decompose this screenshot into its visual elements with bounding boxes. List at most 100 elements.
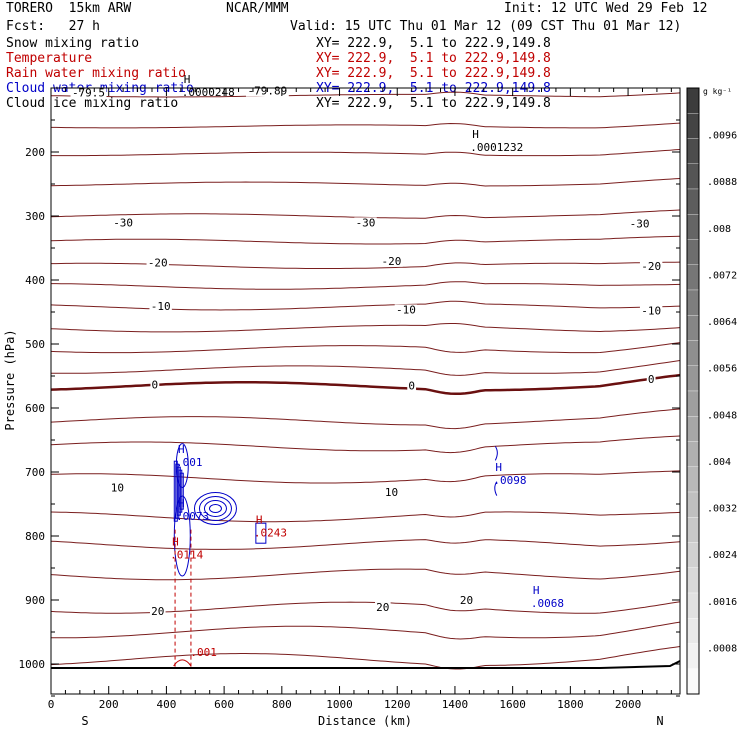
- y-tick-label: 400: [25, 274, 45, 287]
- maximum-marker: H: [495, 461, 502, 474]
- field-cloud-ice: Cloud ice mixing ratio: [6, 96, 179, 111]
- isotherm-17: [50, 539, 681, 550]
- xy-cloud-ice: XY= 222.9, 5.1 to 222.9,149.8: [316, 96, 551, 111]
- isotherm-15: [50, 470, 681, 484]
- cloud-water-upper-contour: [175, 443, 189, 489]
- isotherm-18: [50, 568, 681, 581]
- x-tick-label: 200: [99, 698, 119, 711]
- colorbar-segment: [686, 113, 700, 139]
- maximum-marker: H: [184, 73, 191, 86]
- colorbar-segment: [686, 466, 700, 493]
- x-tick-label: 1000: [326, 698, 353, 711]
- plot-frame: [50, 87, 681, 695]
- init-time: Init: 12 UTC Wed 29 Feb 12: [504, 1, 708, 16]
- temperature-label: 20: [151, 605, 164, 618]
- isotherm-2: [51, 149, 681, 157]
- isotherm-11: [51, 360, 681, 376]
- model-title: TORERO 15km ARW: [6, 1, 132, 16]
- x-tick-label: 1400: [442, 698, 469, 711]
- x-tick-label: 1200: [384, 698, 411, 711]
- isotherm-20: [51, 621, 681, 640]
- maximum-value: .001: [176, 456, 203, 469]
- colorbar-segment: [686, 542, 700, 568]
- temperature-label: -20: [382, 255, 402, 268]
- temp-label-bg: [394, 304, 418, 316]
- temperature-label: -10: [396, 303, 416, 316]
- rain-base-arc: [173, 659, 192, 667]
- temp-label-bg: [383, 486, 400, 498]
- maximum-value: .0001232: [470, 141, 523, 154]
- colorbar-segment: [686, 390, 700, 417]
- colorbar-segment: [686, 163, 700, 190]
- cloud-water-ring-0: [208, 503, 222, 513]
- cloud-water-column-contour: [173, 495, 191, 577]
- colorbar-label: .0016: [707, 597, 737, 608]
- maximum-value: .0073: [176, 510, 209, 523]
- cloud-water-ring-1: [203, 499, 227, 517]
- cloud-water-ring-3: [193, 491, 237, 525]
- colorbar-segment: [686, 87, 700, 114]
- temp-label-bg: [639, 305, 663, 317]
- y-tick-label: 800: [25, 530, 45, 543]
- field-rain: Rain water mixing ratio: [6, 66, 187, 81]
- isotherm-6: [51, 261, 681, 269]
- colorbar-segment: [686, 340, 700, 366]
- cloud-water-core-3: [178, 469, 183, 513]
- colorbar-segment: [686, 416, 700, 442]
- temperature-label: 0: [408, 380, 415, 393]
- isotherm-9: [50, 323, 681, 333]
- temp-label-bg: [150, 379, 160, 391]
- colorbar-label: .0048: [707, 410, 737, 421]
- colorbar-segment: [686, 138, 700, 164]
- y-tick-label: 200: [25, 146, 45, 159]
- isotherm-13: [50, 408, 681, 430]
- colorbar-segment: [686, 643, 700, 669]
- isotherm-8: [50, 300, 681, 311]
- colorbar-segment: [686, 567, 700, 594]
- maximum-value: .0243: [254, 527, 287, 540]
- x-endpoint-right: N: [656, 714, 663, 728]
- temperature-label: -10: [151, 300, 171, 313]
- temperature-label: 0: [648, 373, 655, 386]
- isotherm-1: [51, 122, 681, 129]
- x-endpoint-left: S: [81, 714, 88, 728]
- colorbar-label: .0056: [707, 364, 737, 375]
- temp-label-bg: [458, 595, 475, 606]
- isotherm-3: [50, 178, 681, 187]
- colorbar-segment: [686, 441, 700, 467]
- maximum-value: .0068: [531, 597, 564, 610]
- maximum-marker: H: [533, 584, 540, 597]
- maximum-value: .001: [190, 646, 217, 659]
- colorbar-segment: [686, 188, 700, 215]
- temp-label-bg: [646, 374, 656, 386]
- y-tick-label: 900: [25, 594, 45, 607]
- maximum-marker: H: [256, 514, 263, 527]
- colorbar-label: .0064: [707, 317, 737, 328]
- colorbar-frame: [686, 87, 700, 695]
- xy-snow: XY= 222.9, 5.1 to 222.9,149.8: [316, 36, 551, 51]
- temp-label-bg: [149, 605, 166, 617]
- temperature-label: 10: [385, 486, 398, 499]
- colorbar-segment: [686, 264, 700, 291]
- colorbar-segment: [686, 365, 700, 392]
- temp-label-bg: [380, 255, 403, 267]
- y-tick-label: 300: [25, 210, 45, 223]
- cloud-features: [173, 443, 498, 668]
- y-tick-label: 500: [25, 338, 45, 351]
- cloud-water-core-4: [179, 472, 184, 510]
- colorbar-label: .0072: [707, 270, 737, 281]
- temp-label-bg: [70, 87, 107, 99]
- maximum-marker: H: [178, 497, 185, 510]
- maximum-marker: H: [472, 128, 479, 141]
- center-title: NCAR/MMM: [226, 1, 289, 16]
- maximum-value: .0114: [170, 548, 203, 561]
- maximum-value: .0098: [493, 474, 526, 487]
- isotherm-12: [50, 373, 681, 396]
- cloud-water-small-cell: [255, 522, 267, 544]
- temperature-label: 20: [460, 594, 473, 607]
- colorbar-label: .0008: [707, 643, 737, 654]
- colorbar-label: .0024: [707, 550, 737, 561]
- x-axis-title: Distance (km): [318, 714, 412, 728]
- cloud-water-north-cell: [494, 446, 498, 496]
- x-tick-label: 1800: [557, 698, 584, 711]
